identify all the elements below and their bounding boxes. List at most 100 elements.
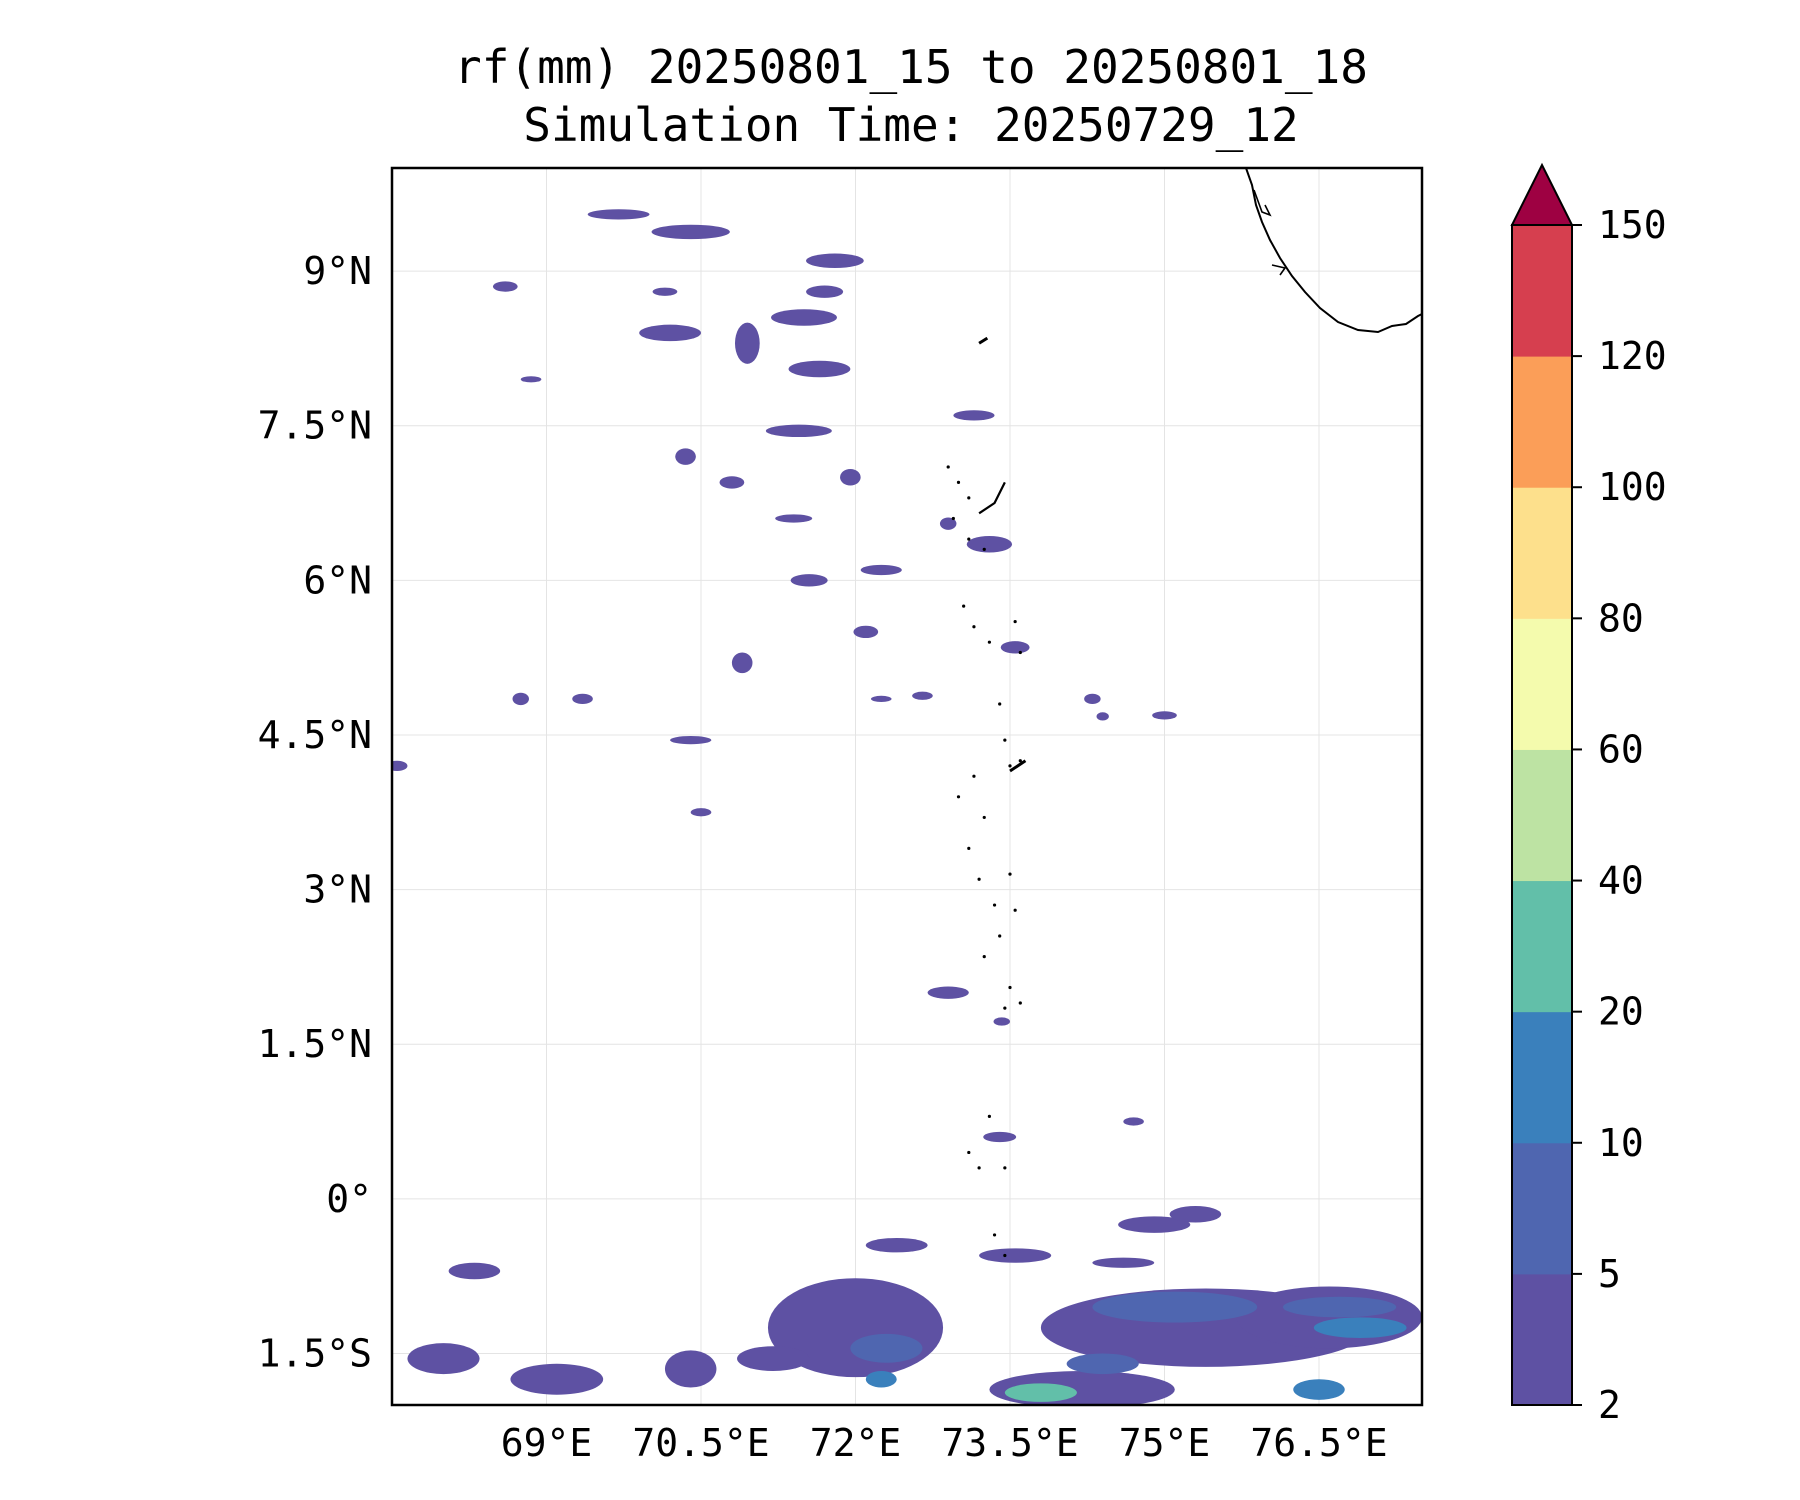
colorbar-segment <box>1512 880 1572 1013</box>
island-dot <box>982 954 986 959</box>
atoll-outline <box>1009 759 1027 773</box>
lon-tick-label: 76.5°E <box>1250 1421 1387 1465</box>
colorbar-tick-label: 20 <box>1598 990 1644 1034</box>
rain-patch <box>1169 1206 1222 1223</box>
rain-patch <box>983 1131 1017 1143</box>
rain-patch <box>788 360 851 378</box>
rain-patch <box>572 693 593 705</box>
colorbar: 2 5 10 20 40 60 80 100 120 150 <box>1510 162 1667 1427</box>
rain-patch <box>1282 1296 1397 1318</box>
island-dot <box>987 1114 992 1118</box>
island-dot <box>977 877 981 881</box>
rain-patch <box>587 209 650 220</box>
island-dot <box>956 795 961 799</box>
colorbar-tick-label: 60 <box>1598 727 1644 771</box>
lat-tick-label: 1.5°N <box>258 1022 372 1066</box>
rain-patch <box>1066 1353 1139 1375</box>
colorbar-frame <box>1511 224 1573 1406</box>
colorbar-segment <box>1512 225 1572 357</box>
island-dot <box>1003 1166 1007 1170</box>
map-frame <box>390 166 1424 1407</box>
colorbar-extend-arrow <box>1510 162 1574 226</box>
coastline-layer <box>946 168 1422 1258</box>
island-dot <box>1008 872 1012 876</box>
rain-patch <box>853 625 879 639</box>
lon-tick-label: 75°E <box>1119 1421 1211 1465</box>
rain-patch <box>979 1248 1052 1263</box>
rain-patch <box>675 448 696 465</box>
rain-patch <box>765 424 832 438</box>
rain-patch <box>1236 1286 1422 1349</box>
island-dot <box>1013 908 1017 912</box>
island-dot <box>992 1233 997 1237</box>
rain-patch <box>1293 1379 1345 1400</box>
island-dot <box>992 903 997 907</box>
rain-patch <box>731 652 753 674</box>
island-dot <box>967 846 971 850</box>
rain-patch <box>651 224 730 240</box>
lat-tick-label: 3°N <box>303 868 372 912</box>
rain-patch <box>1092 1257 1155 1268</box>
rain-patch <box>953 410 995 421</box>
rain-patch <box>1313 1317 1407 1338</box>
island-dot <box>972 774 976 778</box>
rain-patch <box>492 281 518 292</box>
island-dot <box>967 537 971 541</box>
island-dot <box>951 516 955 521</box>
rain-patch <box>870 695 892 702</box>
rain-patch <box>510 1363 604 1395</box>
rain-patch <box>939 517 957 530</box>
rain-patch <box>966 536 1013 553</box>
colorbar-segment <box>1512 749 1572 882</box>
lat-tick-label: 9°N <box>303 249 372 293</box>
colorbar-tick-label: 10 <box>1598 1121 1644 1165</box>
latitude-labels: 9°N 7.5°N 6°N 4.5°N 3°N 1.5°N 0° 1.5°S <box>258 249 372 1375</box>
rain-patch <box>690 808 712 817</box>
colorbar-tick-label: 150 <box>1598 203 1667 247</box>
island-dot <box>1008 985 1012 990</box>
rain-patch <box>806 285 844 298</box>
rain-patch <box>1084 693 1101 705</box>
lat-tick-label: 7.5°N <box>258 404 372 448</box>
island-dot <box>967 1150 971 1155</box>
rain-patch <box>850 1333 923 1363</box>
maldives-lakshadweep-islands <box>946 336 1027 1258</box>
rain-patch <box>775 514 813 523</box>
island-dot <box>982 815 986 820</box>
rain-patch <box>1096 712 1109 721</box>
atoll-outline <box>978 481 1006 515</box>
rain-patch <box>806 253 864 268</box>
longitude-labels: 69°E 70.5°E 72°E 73.5°E 75°E 76.5°E <box>501 1421 1388 1465</box>
rain-patch <box>865 1238 928 1253</box>
lon-tick-label: 72°E <box>810 1421 902 1465</box>
rain-patch <box>1004 1383 1077 1402</box>
colorbar-tick-label: 2 <box>1598 1383 1621 1427</box>
island-dot <box>1018 759 1022 763</box>
island-dot <box>987 640 992 644</box>
rain-patch <box>993 1017 1010 1026</box>
island-dot <box>1013 619 1017 624</box>
island-dot <box>956 480 961 485</box>
island-dot <box>962 604 966 608</box>
rain-patch <box>1152 711 1177 720</box>
rain-patch <box>520 376 542 383</box>
island-dot <box>998 702 1002 706</box>
island-dot <box>977 1166 981 1170</box>
island-dot <box>1003 738 1007 742</box>
lat-tick-label: 0° <box>326 1177 372 1221</box>
lon-tick-label: 73.5°E <box>941 1421 1078 1465</box>
rain-patch <box>734 322 760 364</box>
island-dot <box>946 465 950 469</box>
lat-tick-label: 6°N <box>303 558 372 602</box>
chart-title: rf(mm) 20250801_15 to 20250801_18 Simula… <box>392 38 1430 154</box>
rain-patch <box>860 564 902 576</box>
rain-patch <box>512 692 529 706</box>
rain-patch <box>840 469 861 486</box>
island-dot <box>1018 1001 1022 1005</box>
rain-patch <box>670 735 712 745</box>
rain-patch <box>912 691 933 700</box>
colorbar-segment <box>1512 1142 1572 1275</box>
rain-patch <box>771 309 837 326</box>
island-dot <box>982 547 986 552</box>
